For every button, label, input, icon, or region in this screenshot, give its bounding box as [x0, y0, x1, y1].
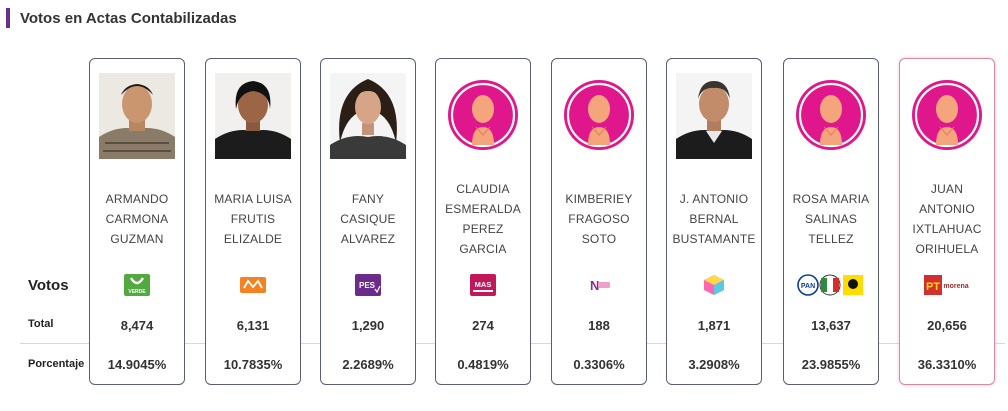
- candidate-photo-icon: [99, 73, 175, 159]
- candidate-name: J. ANTONIO BERNAL BUSTAMANTE: [672, 192, 756, 246]
- candidate-photo-icon: [676, 73, 752, 159]
- placeholder-avatar-icon: [446, 78, 520, 152]
- vote-total: 20,656: [927, 318, 967, 333]
- candidate-name: JUAN ANTONIO IXTLAHUAC ORIHUELA: [912, 182, 982, 256]
- candidate-card: MARIA LUISA FRUTIS ELIZALDE 6,131 10.783…: [205, 58, 301, 385]
- candidate-card: ROSA MARIA SALINAS TELLEZ PAN 13,637 23.…: [783, 58, 879, 385]
- section-title: Votos en Actas Contabilizadas: [20, 9, 237, 27]
- party-logo-mas-icon: MAS: [436, 273, 530, 297]
- svg-text:MAS: MAS: [475, 280, 492, 289]
- candidate-card: CLAUDIA ESMERALDA PEREZ GARCIA MAS 274 0…: [435, 58, 531, 385]
- vote-total: 274: [472, 318, 494, 333]
- candidate-card: KIMBERIEY FRAGOSO SOTO N 188 0.3306%: [551, 58, 647, 385]
- svg-text:N: N: [590, 278, 599, 293]
- party-logo-pan-pri-prd-icon: PAN: [784, 273, 878, 297]
- vote-total: 13,637: [811, 318, 851, 333]
- vote-total: 6,131: [236, 318, 270, 333]
- vote-percentage: 36.3310%: [917, 357, 977, 372]
- party-logo-pvem-icon: VERDE: [90, 273, 184, 297]
- party-logo-nueva-alianza-icon: N: [552, 273, 646, 297]
- vote-percentage: 2.2689%: [342, 357, 394, 372]
- candidate-photo-icon: [215, 73, 291, 159]
- section-header: Votos en Actas Contabilizadas: [6, 8, 237, 28]
- vote-percentage: 10.7835%: [223, 357, 283, 372]
- vote-total: 8,474: [120, 318, 154, 333]
- candidate-name: FANY CASIQUE ALVAREZ: [340, 192, 396, 246]
- party-logo-mc-icon: [206, 273, 300, 297]
- party-logo-fxm-icon: [667, 273, 761, 297]
- vote-percentage: 23.9855%: [801, 357, 861, 372]
- placeholder-avatar-icon: [794, 78, 868, 152]
- candidate-card-leading: JUAN ANTONIO IXTLAHUAC ORIHUELA PT moren…: [899, 58, 995, 385]
- vote-total: 1,290: [351, 318, 385, 333]
- svg-text:VERDE: VERDE: [128, 289, 146, 295]
- votos-row-label: Votos: [28, 277, 69, 294]
- candidate-name: MARIA LUISA FRUTIS ELIZALDE: [214, 192, 292, 246]
- svg-text:morena: morena: [943, 283, 968, 290]
- candidate-name: ARMANDO CARMONA GUZMAN: [105, 192, 169, 246]
- svg-text:PAN: PAN: [801, 283, 815, 290]
- placeholder-avatar-icon: [910, 78, 984, 152]
- candidate-name: KIMBERIEY FRAGOSO SOTO: [565, 192, 633, 246]
- svg-text:PES: PES: [359, 281, 376, 290]
- header-accent-bar: [6, 8, 10, 28]
- vote-percentage: 0.3306%: [573, 357, 625, 372]
- vote-percentage: 3.2908%: [688, 357, 740, 372]
- placeholder-avatar-icon: [562, 78, 636, 152]
- party-logo-pt-morena-icon: PT morena: [900, 273, 994, 297]
- candidate-name: CLAUDIA ESMERALDA PEREZ GARCIA: [445, 182, 521, 256]
- candidate-photo-icon: [330, 73, 406, 159]
- vote-total: 188: [588, 318, 610, 333]
- party-logo-pes-icon: PES: [321, 273, 415, 297]
- candidate-card: J. ANTONIO BERNAL BUSTAMANTE 1,871 3.290…: [666, 58, 762, 385]
- svg-text:PT: PT: [926, 281, 940, 293]
- candidate-card: ARMANDO CARMONA GUZMAN VERDE 8,474 14.90…: [89, 58, 185, 385]
- vote-percentage: 0.4819%: [457, 357, 509, 372]
- vote-percentage: 14.9045%: [107, 357, 167, 372]
- vote-total: 1,871: [697, 318, 731, 333]
- candidate-name: ROSA MARIA SALINAS TELLEZ: [792, 192, 870, 246]
- total-row-label: Total: [28, 318, 54, 330]
- percentage-row-label: Porcentaje: [28, 358, 85, 370]
- candidate-card: FANY CASIQUE ALVAREZ PES 1,290 2.2689%: [320, 58, 416, 385]
